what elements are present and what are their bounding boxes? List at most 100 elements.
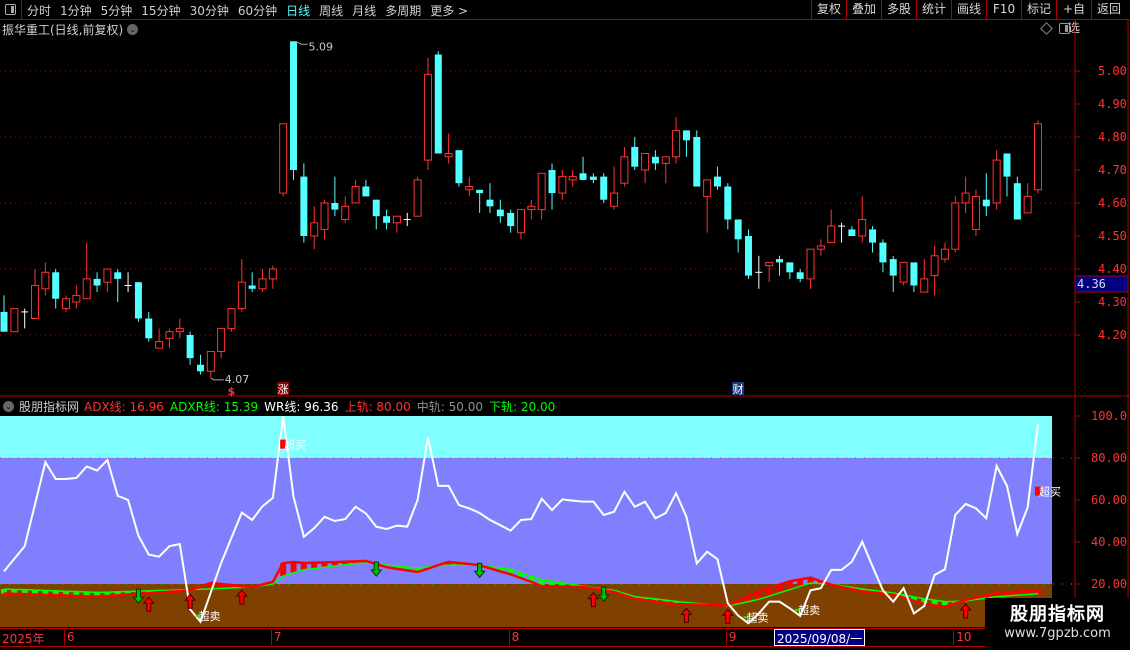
candle[interactable]: [413, 176, 422, 217]
candle[interactable]: [610, 166, 619, 210]
candle[interactable]: [703, 179, 712, 233]
candle[interactable]: [899, 261, 908, 286]
period-tab[interactable]: 多周期: [385, 4, 422, 18]
candle[interactable]: [320, 199, 329, 240]
candle[interactable]: [869, 226, 877, 253]
period-tab[interactable]: 月线: [352, 4, 377, 18]
maximize-panel-icon[interactable]: [1059, 23, 1070, 34]
toolbar-button[interactable]: 叠加: [846, 0, 881, 19]
event-marker[interactable]: 财: [733, 382, 744, 396]
candle[interactable]: [496, 199, 504, 223]
candle[interactable]: [1023, 183, 1032, 214]
candle[interactable]: [134, 282, 142, 322]
period-tab[interactable]: 5分钟: [100, 4, 133, 18]
candle[interactable]: [392, 215, 401, 233]
candle[interactable]: [827, 209, 836, 244]
candle[interactable]: [383, 209, 391, 230]
period-tab[interactable]: 60分钟: [237, 4, 278, 18]
candle[interactable]: [465, 176, 474, 197]
candle[interactable]: [10, 308, 19, 333]
candle[interactable]: [145, 311, 153, 342]
candle[interactable]: [858, 196, 867, 243]
candle[interactable]: [961, 176, 970, 213]
toolbar-button[interactable]: 画线: [951, 0, 986, 19]
candle[interactable]: [940, 242, 949, 263]
candle[interactable]: [517, 209, 525, 240]
candle[interactable]: [879, 239, 887, 273]
candle[interactable]: [434, 51, 442, 154]
period-tab[interactable]: 日线: [286, 4, 311, 18]
candle[interactable]: [72, 285, 81, 309]
candle[interactable]: [423, 57, 432, 170]
candle[interactable]: [507, 209, 515, 233]
candle[interactable]: [527, 199, 536, 220]
candle[interactable]: [62, 295, 71, 312]
candle[interactable]: [279, 123, 288, 197]
candle[interactable]: [114, 269, 122, 302]
candle[interactable]: [165, 328, 174, 349]
candle[interactable]: [910, 262, 918, 293]
candle[interactable]: [52, 269, 60, 309]
candle[interactable]: [848, 226, 856, 236]
event-marker[interactable]: 涨: [278, 383, 289, 396]
candle[interactable]: [31, 269, 40, 319]
candle[interactable]: [651, 150, 659, 170]
candle[interactable]: [155, 328, 164, 349]
candle[interactable]: [713, 166, 721, 190]
candle[interactable]: [889, 255, 897, 293]
toolbar-button[interactable]: 返回: [1091, 0, 1126, 19]
candle[interactable]: [693, 130, 701, 187]
candle[interactable]: [838, 222, 846, 243]
candle[interactable]: [620, 146, 629, 187]
toolbar-button[interactable]: F10: [986, 0, 1021, 19]
toolbar-button[interactable]: 统计: [916, 0, 951, 19]
toolbar-button[interactable]: +自选: [1056, 0, 1091, 35]
candle[interactable]: [248, 272, 256, 293]
candle[interactable]: [175, 318, 184, 339]
candle[interactable]: [796, 269, 804, 283]
candle[interactable]: [1013, 176, 1021, 220]
candle[interactable]: [816, 239, 825, 256]
indicator-name[interactable]: 股朋指标网: [19, 400, 80, 414]
period-tab[interactable]: 周线: [319, 4, 344, 18]
candle[interactable]: [196, 354, 204, 375]
candle[interactable]: [403, 212, 411, 227]
period-tab[interactable]: 更多 >: [430, 4, 469, 18]
candle[interactable]: [971, 189, 980, 236]
candle[interactable]: [310, 206, 319, 250]
candle[interactable]: [362, 179, 370, 197]
candle[interactable]: [786, 262, 794, 279]
candle[interactable]: [476, 189, 484, 213]
candle[interactable]: [455, 150, 463, 187]
candle[interactable]: [186, 331, 194, 365]
candle[interactable]: [300, 163, 308, 243]
candle[interactable]: [341, 196, 350, 223]
candle[interactable]: [776, 255, 783, 276]
candle[interactable]: [0, 295, 8, 332]
event-marker-box[interactable]: [732, 382, 745, 395]
candle[interactable]: [290, 41, 298, 180]
candle[interactable]: [258, 269, 267, 293]
candle[interactable]: [641, 153, 650, 184]
candle[interactable]: [951, 196, 960, 253]
toolbar-button[interactable]: 多股: [881, 0, 916, 19]
candle[interactable]: [589, 173, 597, 184]
candle[interactable]: [930, 245, 939, 296]
candle[interactable]: [486, 183, 494, 213]
candle[interactable]: [744, 229, 752, 279]
candle[interactable]: [992, 150, 1001, 210]
event-marker-box[interactable]: [277, 382, 290, 395]
candle[interactable]: [237, 259, 246, 312]
candle[interactable]: [124, 272, 132, 293]
candle[interactable]: [734, 219, 742, 253]
candle[interactable]: [600, 173, 608, 203]
period-tab[interactable]: 1分钟: [60, 4, 92, 18]
candle[interactable]: [206, 351, 215, 378]
candle[interactable]: [806, 248, 815, 289]
candle[interactable]: [331, 176, 339, 217]
toolbar-button[interactable]: 标记: [1021, 0, 1056, 19]
candle[interactable]: [268, 265, 277, 289]
candle[interactable]: [351, 179, 360, 204]
candle[interactable]: [920, 259, 929, 293]
